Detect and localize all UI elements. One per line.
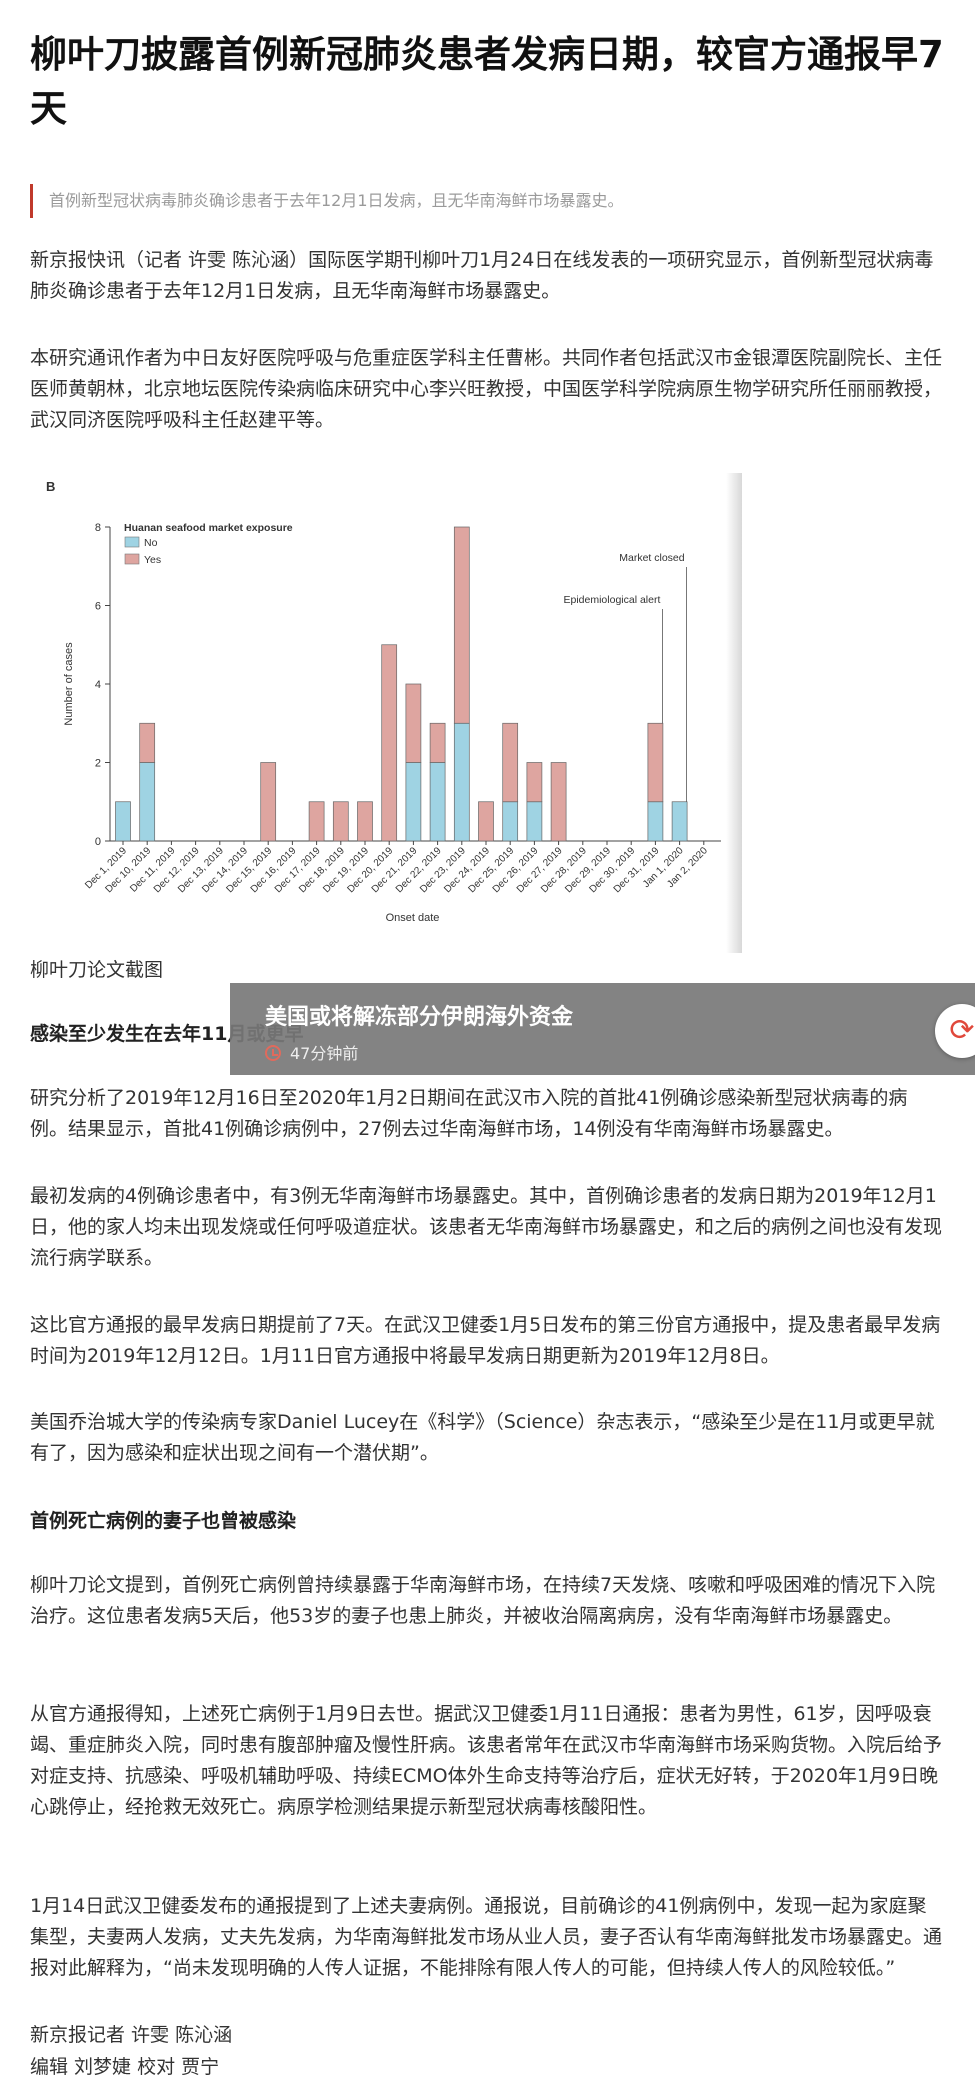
article-title: 柳叶刀披露首例新冠肺炎患者发病日期，较官方通报早7天 bbox=[30, 28, 945, 136]
legend-swatch-yes bbox=[125, 554, 139, 564]
paragraph-official-death: 从官方通报得知，上述死亡病例于1月9日去世。据武汉卫健委1月11日通报：患者为男… bbox=[30, 1699, 945, 1823]
annotation-label: Epidemiological alert bbox=[564, 594, 661, 606]
reporter-credit: 新京报记者 许雯 陈沁涵 bbox=[30, 2020, 232, 2051]
x-axis-label: Onset date bbox=[386, 912, 440, 924]
paragraph-authors: 本研究通讯作者为中日友好医院呼吸与危重症医学科主任曹彬。共同作者包括武汉市金银潭… bbox=[30, 343, 945, 436]
epidemic-curve-chart: 0 2 4 6 8 B Number of cases Onset date Huanan se… bbox=[30, 473, 742, 953]
paragraph-intro: 新京报快讯（记者 许雯 陈沁涵）国际医学期刊柳叶刀1月24日在线发表的一项研究显… bbox=[30, 245, 945, 307]
paragraph-expert-quote: 美国乔治城大学的传染病专家Daniel Lucey在《科学》（Science）杂… bbox=[30, 1407, 945, 1469]
lancet-figure: 0 2 4 6 8 B Number of cases Onset date Huanan se… bbox=[30, 473, 742, 953]
bar-yes bbox=[382, 645, 397, 841]
bar-no bbox=[672, 802, 687, 841]
bar-yes bbox=[430, 723, 445, 762]
paragraph-official-report: 这比官方通报的最早发病日期提前了7天。在武汉卫健委1月5日发布的第三份官方通报中… bbox=[30, 1310, 945, 1372]
bar-no bbox=[430, 763, 445, 842]
news-popup-title[interactable]: 美国或将解冻部分伊朗海外资金 bbox=[265, 1003, 573, 1033]
bar-yes bbox=[551, 763, 566, 842]
bar-no bbox=[648, 802, 663, 841]
panel-label: B bbox=[46, 479, 55, 494]
bar-yes bbox=[479, 802, 494, 841]
bar-no bbox=[527, 802, 542, 841]
bar-no bbox=[116, 802, 131, 841]
paragraph-couple-case: 1月14日武汉卫健委发布的通报提到了上述夫妻病例。通报说，目前确诊的41例病例中… bbox=[30, 1891, 945, 1984]
news-popup[interactable]: 美国或将解冻部分伊朗海外资金 47分钟前 ⟳ bbox=[230, 983, 975, 1075]
article-summary: 首例新型冠状病毒肺炎确诊患者于去年12月1日发病，且无华南海鲜市场暴露史。 bbox=[30, 184, 930, 218]
bar-yes bbox=[140, 723, 155, 762]
figure-caption: 柳叶刀论文截图 bbox=[30, 955, 163, 986]
y-tick-label: 8 bbox=[95, 522, 101, 534]
legend-title: Huanan seafood market exposure bbox=[124, 522, 293, 534]
bar-yes bbox=[333, 802, 348, 841]
bar-yes bbox=[358, 802, 373, 841]
bar-yes bbox=[648, 723, 663, 802]
annotation-label: Market closed bbox=[619, 552, 685, 564]
legend-label-yes: Yes bbox=[144, 554, 161, 566]
section-heading-death-case: 首例死亡病例的妻子也曾被感染 bbox=[30, 1506, 296, 1537]
legend-swatch-no bbox=[125, 537, 139, 547]
bar-no bbox=[140, 763, 155, 842]
y-tick-label: 2 bbox=[95, 758, 101, 770]
figure-edge-shadow bbox=[726, 473, 742, 953]
editor-credit: 编辑 刘梦婕 校对 贾宁 bbox=[30, 2052, 219, 2083]
y-tick-label: 4 bbox=[95, 679, 101, 691]
bar-no bbox=[454, 723, 469, 841]
y-axis-label: Number of cases bbox=[63, 642, 75, 726]
bar-yes bbox=[454, 527, 469, 723]
bar-yes bbox=[309, 802, 324, 841]
bar-yes bbox=[261, 763, 276, 842]
bar-yes bbox=[406, 684, 421, 763]
refresh-icon: ⟳ bbox=[935, 1004, 975, 1058]
paragraph-analysis: 研究分析了2019年12月16日至2020年1月2日期间在武汉市入院的首批41例… bbox=[30, 1083, 945, 1145]
y-tick-label: 0 bbox=[95, 836, 101, 848]
legend-label-no: No bbox=[144, 537, 158, 549]
refresh-button[interactable]: ⟳ bbox=[935, 1004, 975, 1058]
paragraph-first-cases: 最初发病的4例确诊患者中，有3例无华南海鲜市场暴露史。其中，首例确诊患者的发病日… bbox=[30, 1181, 945, 1274]
bar-yes bbox=[527, 763, 542, 802]
bar-no bbox=[406, 763, 421, 842]
news-popup-time: 47分钟前 bbox=[290, 1043, 358, 1065]
paragraph-death-case: 柳叶刀论文提到，首例死亡病例曾持续暴露于华南海鲜市场，在持续7天发烧、咳嗽和呼吸… bbox=[30, 1570, 945, 1632]
bar-no bbox=[503, 802, 518, 841]
clock-icon bbox=[265, 1045, 281, 1061]
bar-yes bbox=[503, 723, 518, 802]
y-tick-label: 6 bbox=[95, 601, 101, 613]
